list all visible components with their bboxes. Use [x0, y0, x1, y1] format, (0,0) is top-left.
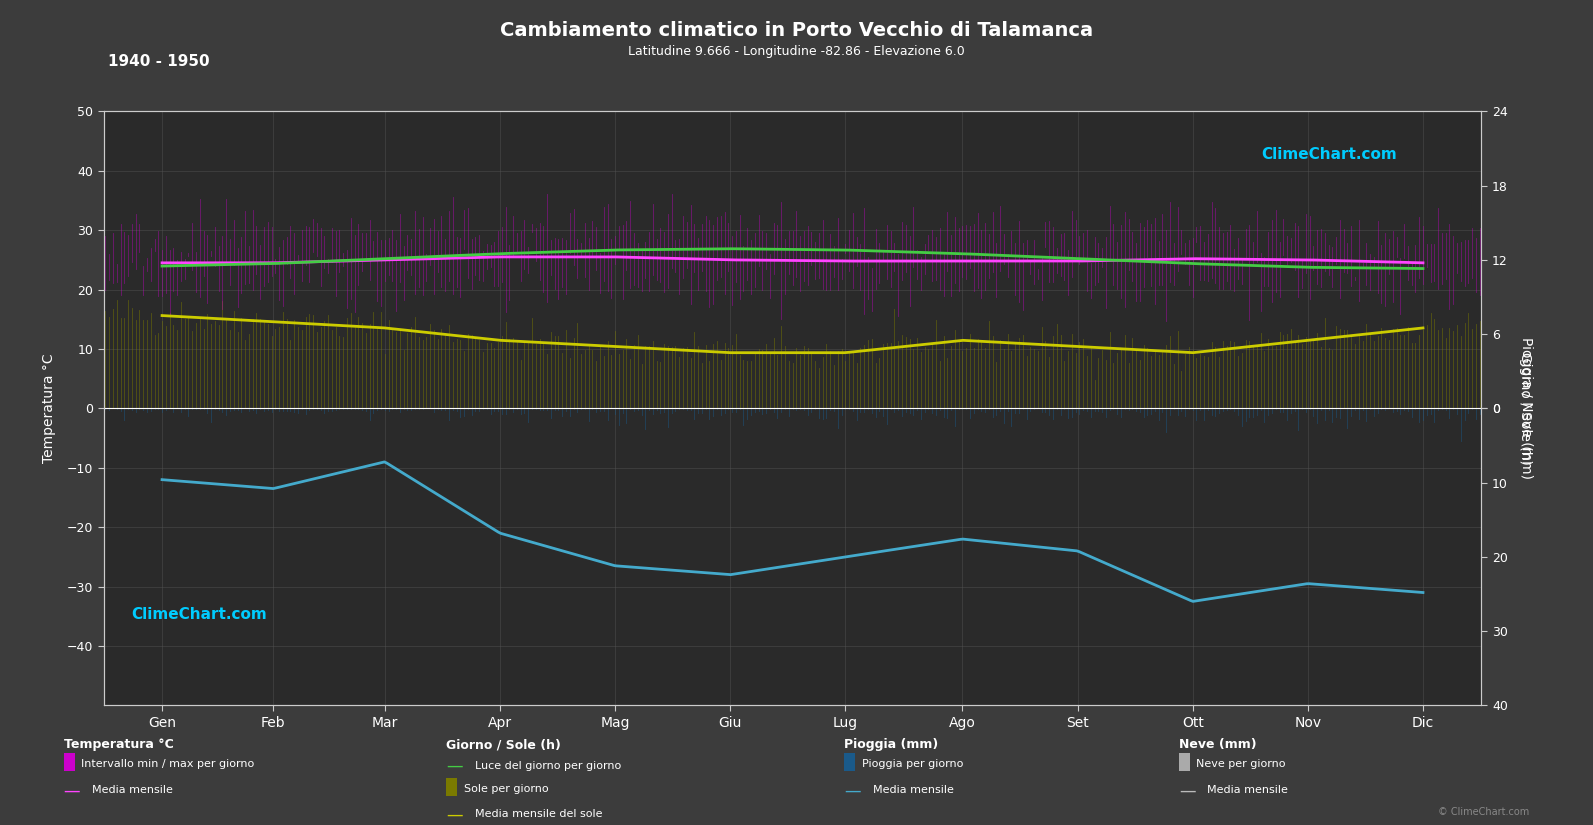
Text: 1940 - 1950: 1940 - 1950 [108, 54, 210, 68]
Text: —: — [446, 757, 462, 775]
Text: Pioggia per giorno: Pioggia per giorno [862, 759, 964, 769]
Text: ClimeChart.com: ClimeChart.com [131, 607, 268, 622]
Text: Media mensile: Media mensile [1207, 785, 1289, 795]
Text: Intervallo min / max per giorno: Intervallo min / max per giorno [81, 759, 255, 769]
Text: Media mensile: Media mensile [92, 785, 174, 795]
Text: Temperatura °C: Temperatura °C [64, 738, 174, 752]
Text: —: — [844, 781, 860, 799]
Y-axis label: Temperatura °C: Temperatura °C [41, 354, 56, 463]
Text: Neve per giorno: Neve per giorno [1196, 759, 1286, 769]
Text: Latitudine 9.666 - Longitudine -82.86 - Elevazione 6.0: Latitudine 9.666 - Longitudine -82.86 - … [628, 45, 965, 59]
Text: Media mensile del sole: Media mensile del sole [475, 809, 602, 819]
Y-axis label: Giorno / Sole (h): Giorno / Sole (h) [1518, 352, 1532, 464]
Y-axis label: Pioggia / Neve (mm): Pioggia / Neve (mm) [1518, 337, 1532, 479]
Text: —: — [1179, 781, 1195, 799]
Text: Cambiamento climatico in Porto Vecchio di Talamanca: Cambiamento climatico in Porto Vecchio d… [500, 21, 1093, 40]
Text: Pioggia (mm): Pioggia (mm) [844, 738, 938, 752]
Text: —: — [446, 805, 462, 823]
Text: ClimeChart.com: ClimeChart.com [1262, 147, 1397, 162]
Text: Neve (mm): Neve (mm) [1179, 738, 1257, 752]
Text: —: — [64, 781, 80, 799]
Text: © ClimeChart.com: © ClimeChart.com [1438, 807, 1529, 817]
Text: Giorno / Sole (h): Giorno / Sole (h) [446, 738, 561, 752]
Text: Media mensile: Media mensile [873, 785, 954, 795]
Text: Luce del giorno per giorno: Luce del giorno per giorno [475, 761, 621, 771]
Text: Sole per giorno: Sole per giorno [464, 784, 548, 794]
